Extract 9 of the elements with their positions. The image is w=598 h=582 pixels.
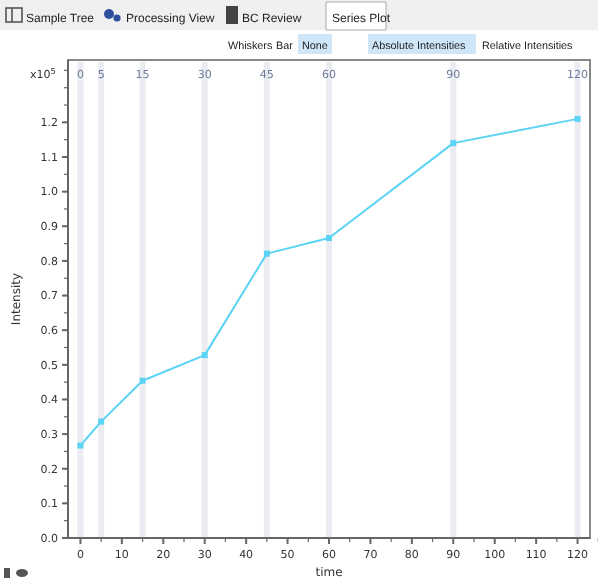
point xyxy=(326,235,332,242)
point xyxy=(574,115,581,122)
point xyxy=(98,418,105,425)
point xyxy=(139,377,146,384)
point xyxy=(450,140,457,147)
point xyxy=(77,442,84,449)
point xyxy=(263,250,270,257)
point xyxy=(201,352,208,359)
line-series xyxy=(77,115,581,449)
